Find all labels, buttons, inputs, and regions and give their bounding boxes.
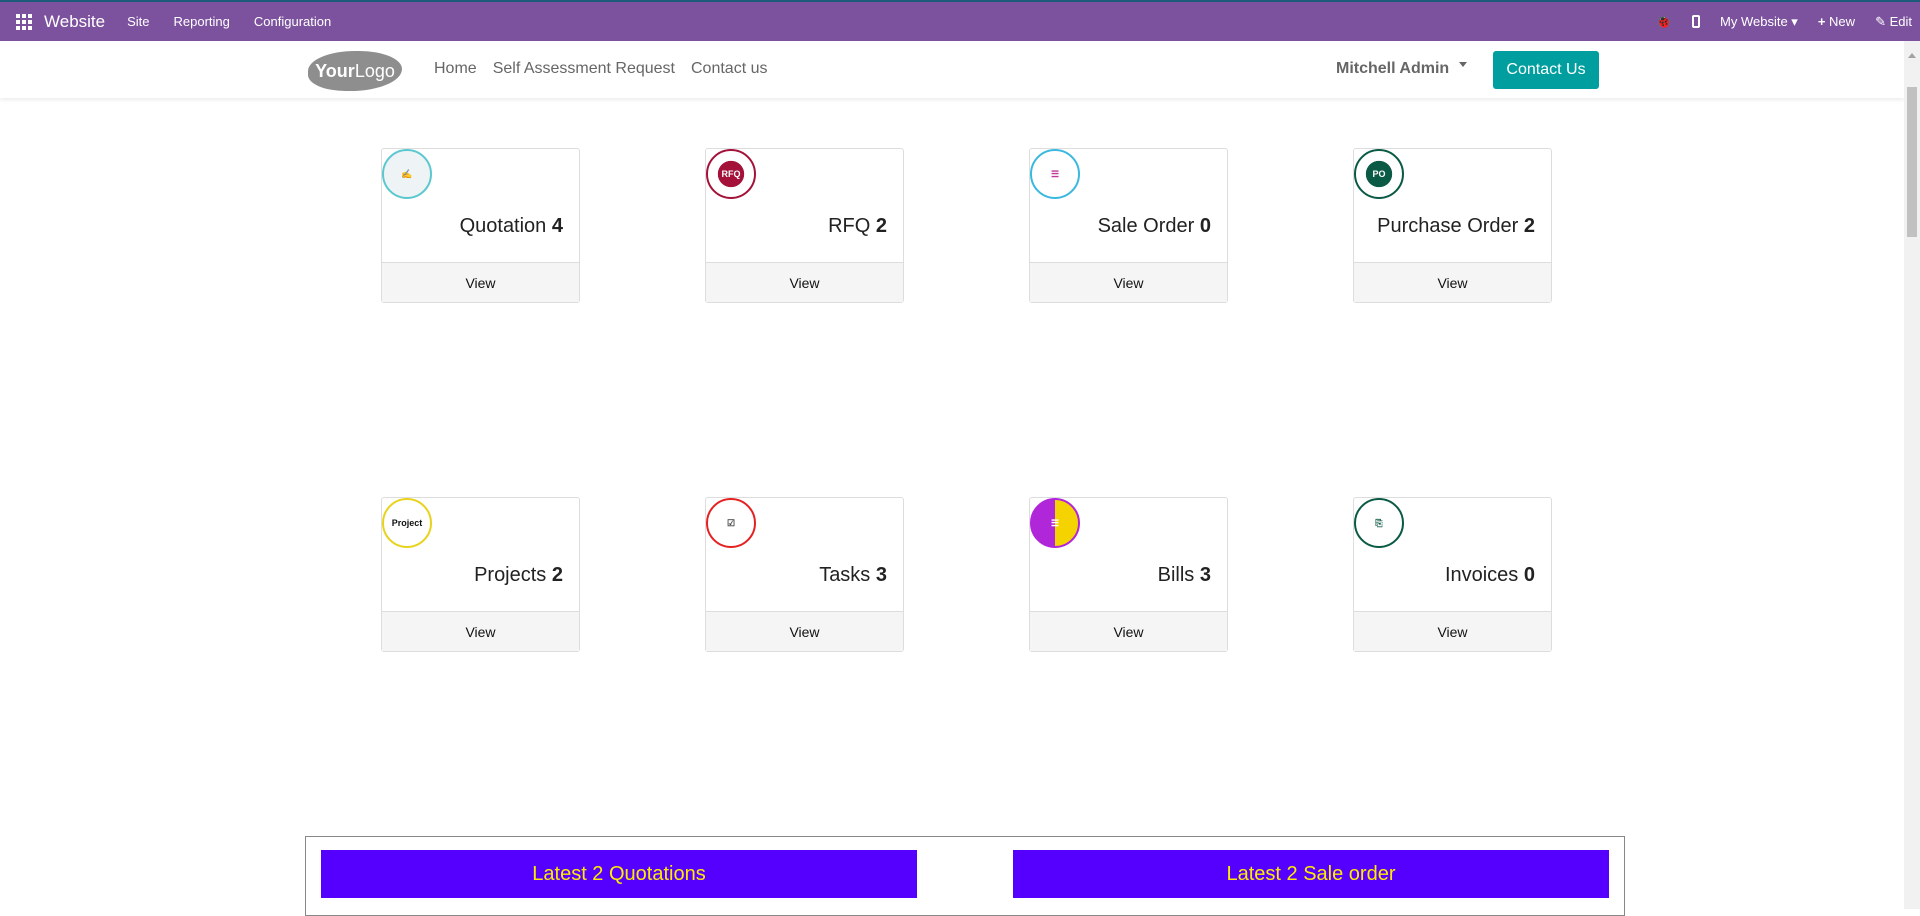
scroll-up-icon[interactable] [1908,49,1916,58]
card-label: RFQ 2 [828,215,887,238]
card-title: Quotation [459,215,547,237]
nav-self-assessment-request[interactable]: Self Assessment Request [492,60,675,77]
card-label: Bills 3 [1158,564,1211,587]
card-purchase-order: PO Purchase Order 2 View [1353,148,1552,303]
card-sale-order: ☰ Sale Order 0 View [1029,148,1228,303]
icon-text: RFQ [721,169,741,179]
logo[interactable]: Your Logo [308,51,402,91]
plus-icon: + [1817,14,1826,29]
view-button[interactable]: View [382,262,579,302]
rfq-icon: RFQ [706,149,756,199]
card-projects: Project Projects 2 View [381,497,580,652]
card-count: 2 [875,215,887,237]
quotation-icon: ✍ [382,149,432,199]
card-label: Purchase Order 2 [1377,215,1535,238]
menu-reporting[interactable]: Reporting [173,14,230,29]
view-button[interactable]: View [382,611,579,651]
scrollbar[interactable] [1904,41,1920,909]
mobile-preview-icon[interactable] [1692,15,1701,28]
menu-configuration[interactable]: Configuration [253,14,332,29]
icon-text: ☰ [1050,517,1060,528]
sale-order-icon: ☰ [1030,149,1080,199]
nav-home[interactable]: Home [434,60,477,77]
view-button[interactable]: View [706,611,903,651]
card-bills: ☰ Bills 3 View [1029,497,1228,652]
card-count: 2 [1523,215,1535,237]
app-title[interactable]: Website [44,11,106,31]
icon-text: ☑ [726,517,736,528]
nav-contact-us[interactable]: Contact us [691,60,768,77]
icon-text: ⎘ [1375,517,1383,528]
view-button[interactable]: View [1354,262,1551,302]
logo-light: Logo [354,60,395,81]
website-header: Your Logo Home Self Assessment Request Co… [0,41,1904,98]
website-switcher[interactable]: My Website ▾ [1720,13,1798,29]
latest-section: Latest 2 Quotations Latest 2 Sale order [305,836,1625,916]
contact-us-button[interactable]: Contact Us [1493,51,1599,89]
card-quotation: ✍ Quotation 4 View [381,148,580,303]
website-name: My Website [1720,13,1788,29]
user-menu[interactable]: Mitchell Admin [1336,60,1467,78]
bills-icon: ☰ [1030,498,1080,548]
icon-text: Project [391,518,423,528]
view-button[interactable]: View [706,262,903,302]
card-count: 3 [875,564,887,586]
card-label: Quotation 4 [460,215,563,238]
icon-text: ✍ [401,168,413,179]
view-button[interactable]: View [1030,611,1227,651]
card-title: Tasks [819,564,871,586]
projects-icon: Project [382,498,432,548]
view-button[interactable]: View [1354,611,1551,651]
icon-text: PO [1372,169,1386,179]
card-count: 3 [1199,564,1211,586]
apps-grid-icon[interactable] [16,13,32,30]
card-title: Bills [1157,564,1195,586]
bug-icon[interactable]: 🐞 [1655,13,1673,29]
card-title: Projects [474,564,547,586]
icon-text: ☰ [1050,168,1060,179]
card-count: 4 [551,215,563,237]
pencil-icon: ✎ [1875,13,1886,29]
card-label: Sale Order 0 [1098,215,1211,238]
view-button[interactable]: View [1030,262,1227,302]
top-navbar: Website Site Reporting Configuration 🐞 M… [0,0,1920,41]
card-title: Invoices [1444,564,1519,586]
main-nav: Home Self Assessment Request Contact us [434,60,767,78]
menu-site[interactable]: Site [127,14,150,29]
latest-quotations-header: Latest 2 Quotations [321,850,917,898]
scrollbar-thumb[interactable] [1907,87,1917,237]
card-invoices: ⎘ Invoices 0 View [1353,497,1552,652]
latest-sale-orders-header: Latest 2 Sale order [1013,850,1609,898]
tasks-icon: ☑ [706,498,756,548]
card-label: Projects 2 [474,564,563,587]
purchase-order-icon: PO [1354,149,1404,199]
card-label: Invoices 0 [1445,564,1535,587]
invoices-icon: ⎘ [1354,498,1404,548]
card-count: 2 [551,564,563,586]
card-label: Tasks 3 [819,564,887,587]
card-rfq: RFQ RFQ 2 View [705,148,904,303]
new-label: New [1829,14,1856,29]
card-title: RFQ [828,215,871,237]
edit-button[interactable]: ✎ Edit [1875,14,1912,30]
edit-label: Edit [1889,13,1912,29]
card-count: 0 [1199,215,1211,237]
card-tasks: ☑ Tasks 3 View [705,497,904,652]
card-count: 0 [1523,564,1535,586]
card-title: Purchase Order [1377,215,1519,237]
new-button[interactable]: + New [1818,14,1855,29]
logo-bold: Your [315,60,355,81]
card-title: Sale Order [1097,215,1195,237]
